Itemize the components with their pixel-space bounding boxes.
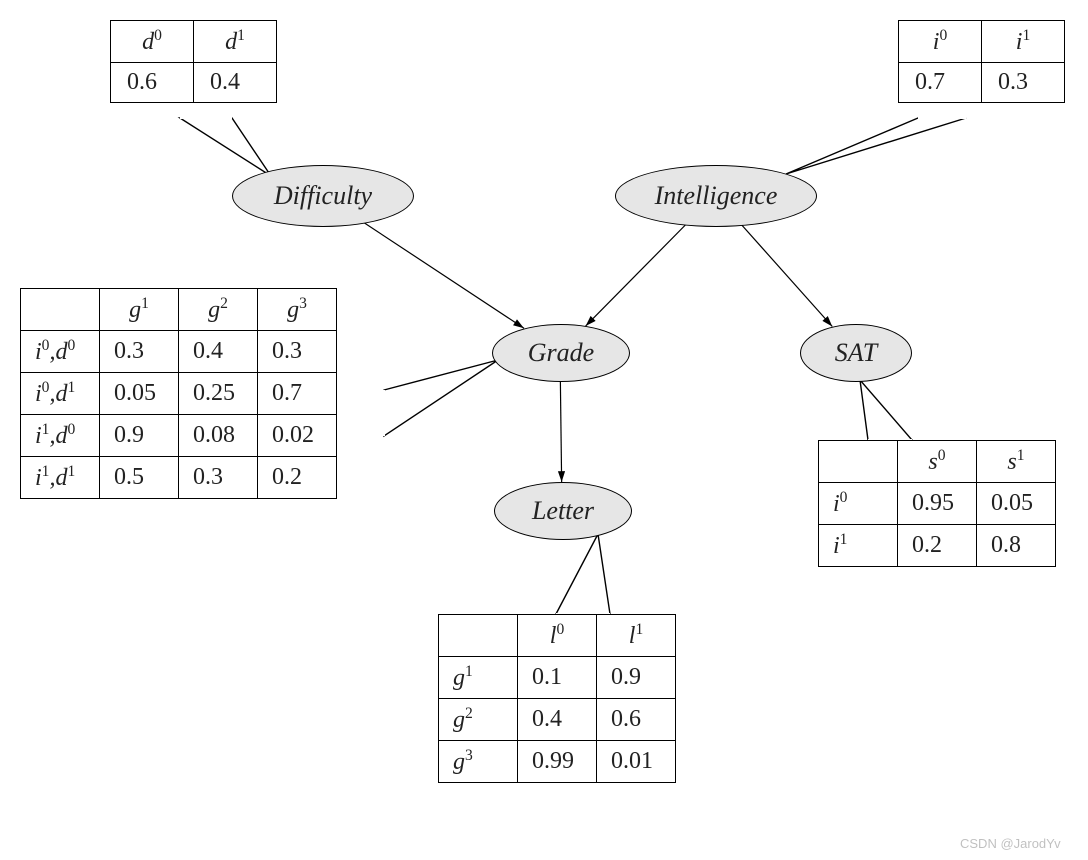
- node-difficulty: Difficulty: [232, 165, 414, 227]
- table-cell: 0.3: [982, 63, 1065, 103]
- table-cell: 0.7: [258, 373, 337, 415]
- node-label: SAT: [835, 338, 877, 368]
- table-cell: 0.99: [518, 741, 597, 783]
- col-header: s1: [977, 441, 1056, 483]
- col-header: g1: [100, 289, 179, 331]
- table-cell: 0.05: [100, 373, 179, 415]
- edge: [363, 222, 524, 328]
- diagram-canvas: Difficulty Intelligence Grade SAT Letter…: [0, 0, 1088, 860]
- table-cell: 0.6: [597, 699, 676, 741]
- table-cell: 0.95: [898, 483, 977, 525]
- cpt-letter: l0l1 g10.10.9 g20.40.6 g30.990.01: [438, 614, 676, 783]
- table-cell: 0.3: [179, 457, 258, 499]
- cpt-intelligence: i0i10.70.3: [898, 20, 1065, 103]
- table-cell: 0.4: [179, 331, 258, 373]
- table-cell: 0.25: [179, 373, 258, 415]
- edge: [586, 224, 687, 326]
- callout: [786, 118, 966, 174]
- cpt-sat: s0s1 i00.950.05 i10.20.8: [818, 440, 1056, 567]
- row-header: i1,d0: [21, 415, 100, 457]
- col-header: d1: [194, 21, 277, 63]
- table-cell: 0.5: [100, 457, 179, 499]
- callout: [384, 360, 498, 436]
- col-header: i1: [982, 21, 1065, 63]
- edge: [741, 224, 832, 327]
- row-header: i1: [819, 525, 898, 567]
- node-label: Intelligence: [655, 181, 778, 211]
- row-header: i0: [819, 483, 898, 525]
- col-header: s0: [898, 441, 977, 483]
- table-cell: 0.3: [258, 331, 337, 373]
- row-header: i0,d1: [21, 373, 100, 415]
- col-header: d0: [111, 21, 194, 63]
- col-header: l1: [597, 615, 676, 657]
- callout: [556, 534, 610, 614]
- node-intelligence: Intelligence: [615, 165, 817, 227]
- table-cell: 0.02: [258, 415, 337, 457]
- cpt-grade: g1g2g3i0,d00.30.40.3i0,d10.050.250.7i1,d…: [20, 288, 337, 499]
- table-cell: 0.05: [977, 483, 1056, 525]
- node-sat: SAT: [800, 324, 912, 382]
- col-header: g3: [258, 289, 337, 331]
- node-label: Grade: [528, 338, 594, 368]
- cpt-difficulty: d0d10.60.4: [110, 20, 277, 103]
- corner-cell: [21, 289, 100, 331]
- corner-cell: [439, 615, 518, 657]
- table-cell: 0.7: [899, 63, 982, 103]
- callout: [860, 380, 912, 440]
- table-cell: 0.2: [258, 457, 337, 499]
- table-cell: 0.4: [518, 699, 597, 741]
- table-cell: 0.9: [597, 657, 676, 699]
- node-label: Letter: [532, 496, 594, 526]
- row-header: g2: [439, 699, 518, 741]
- table-cell: 0.01: [597, 741, 676, 783]
- node-grade: Grade: [492, 324, 630, 382]
- row-header: i0,d0: [21, 331, 100, 373]
- table-cell: 0.1: [518, 657, 597, 699]
- row-header: g1: [439, 657, 518, 699]
- node-label: Difficulty: [274, 181, 372, 211]
- table-cell: 0.9: [100, 415, 179, 457]
- row-header: g3: [439, 741, 518, 783]
- table-cell: 0.3: [100, 331, 179, 373]
- node-letter: Letter: [494, 482, 632, 540]
- col-header: g2: [179, 289, 258, 331]
- corner-cell: [819, 441, 898, 483]
- table-cell: 0.08: [179, 415, 258, 457]
- table-cell: 0.2: [898, 525, 977, 567]
- col-header: i0: [899, 21, 982, 63]
- edge: [560, 380, 561, 482]
- row-header: i1,d1: [21, 457, 100, 499]
- col-header: l0: [518, 615, 597, 657]
- table-cell: 0.8: [977, 525, 1056, 567]
- table-cell: 0.6: [111, 63, 194, 103]
- watermark: CSDN @JarodYv: [960, 836, 1061, 851]
- callout: [180, 118, 271, 176]
- table-cell: 0.4: [194, 63, 277, 103]
